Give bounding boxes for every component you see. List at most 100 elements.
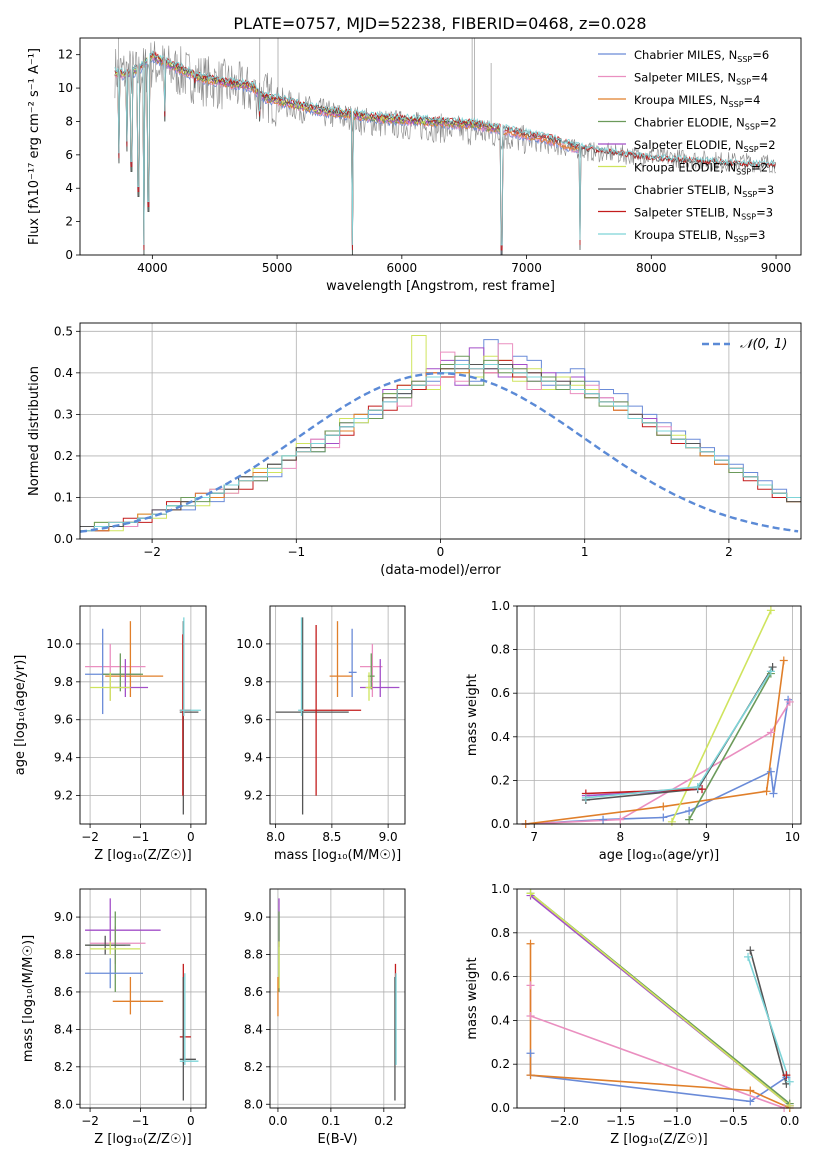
x-tick-label: 8.5 <box>322 830 341 844</box>
age_vs_mass-xlabel: mass [log₁₀(M/M☉)] <box>274 848 401 863</box>
weight-line <box>747 956 791 1082</box>
spectrum-frame <box>79 37 802 256</box>
mass_vs_EBV-plot <box>277 898 397 1101</box>
legend-entry: Chabrier ELODIE, NSSP=2 <box>634 116 777 132</box>
weight-marker <box>526 889 535 898</box>
y-tick-label: 6 <box>65 148 73 162</box>
weight-line <box>525 701 791 824</box>
y-tick-label: 10.0 <box>46 637 73 651</box>
y-tick-label: 0.4 <box>54 366 73 380</box>
residuals-xlabel: (data-model)/error <box>380 563 501 578</box>
age_vs_Z-plot <box>85 617 201 815</box>
x-tick-label: 0 <box>187 830 195 844</box>
legend-suffix: =2 <box>759 138 776 152</box>
weight-marker <box>746 1097 755 1106</box>
y-tick-label: 9.6 <box>54 713 73 727</box>
legend-suffix: =4 <box>744 93 761 107</box>
x-tick-label: 10 <box>785 830 800 844</box>
age_vs_Z-xlabel: Z [log₁₀(Z/Z☉)] <box>94 848 191 863</box>
normal-curve <box>80 372 799 533</box>
legend-suffix: =3 <box>757 183 774 197</box>
age_vs_mass-plot <box>275 617 400 815</box>
y-tick-label: 0.4 <box>491 1013 510 1027</box>
weight-line <box>529 892 791 1107</box>
weight-marker <box>746 946 755 955</box>
legend-entry: Chabrier STELIB, NSSP=3 <box>634 183 774 199</box>
y-tick-label: 8.4 <box>244 1022 263 1036</box>
y-tick-label: 0.8 <box>491 643 510 657</box>
y-tick-label: 2 <box>65 215 73 229</box>
y-tick-label: 8.2 <box>54 1060 73 1074</box>
weight-line <box>671 610 772 823</box>
y-tick-label: 8.0 <box>244 1097 263 1111</box>
y-tick-label: 8.2 <box>244 1060 263 1074</box>
y-tick-label: 4 <box>65 181 73 195</box>
legend-suffix: =2 <box>751 161 768 175</box>
weight-marker <box>659 813 668 822</box>
y-tick-label: 10.0 <box>236 637 263 651</box>
weight-marker <box>698 785 707 794</box>
x-tick-label: −2.0 <box>550 1114 579 1128</box>
weight-marker <box>779 656 788 665</box>
y-tick-label: 9.2 <box>54 789 73 803</box>
y-tick-label: 9.4 <box>54 751 73 765</box>
mass_vs_EBV-frame <box>269 888 406 1109</box>
weight-marker <box>782 1071 791 1080</box>
legend-subscript: SSP <box>745 123 760 132</box>
y-tick-label: 9.0 <box>244 910 263 924</box>
weight-marker <box>785 697 794 706</box>
weight-marker <box>526 1049 535 1058</box>
x-tick-label: 0.1 <box>321 1114 340 1128</box>
legend-entry: Kroupa STELIB, NSSP=3 <box>634 228 765 244</box>
legend-subscript: SSP <box>744 145 759 154</box>
weight-marker <box>526 939 535 948</box>
weight_vs_Z-ylabel: mass weight <box>465 957 480 1039</box>
legend-entry: Chabrier MILES, NSSP=6 <box>634 48 769 64</box>
weight-marker <box>667 817 676 826</box>
y-tick-label: 9.0 <box>54 910 73 924</box>
legend-suffix: =6 <box>752 48 769 62</box>
weight-marker <box>659 802 668 811</box>
spectrum-model-line <box>114 52 776 255</box>
residuals-plot <box>80 335 801 539</box>
legend-normal-label: 𝒩(0, 1) <box>740 337 787 352</box>
residuals-ylabel: Normed distribution <box>27 366 42 496</box>
age_vs_Z-axes: −2 −1 0 9.2 9.4 9.6 9.8 10.0 <box>46 606 206 844</box>
y-tick-label: 0.3 <box>54 407 73 421</box>
legend-subscript: SSP <box>742 190 757 199</box>
spectrum-observed-line <box>114 38 776 174</box>
y-tick-label: 9.2 <box>244 789 263 803</box>
legend-suffix: =3 <box>756 206 773 220</box>
y-tick-label: 8.6 <box>244 985 263 999</box>
legend-entry: Kroupa ELODIE, NSSP=2 <box>634 161 768 177</box>
mass_vs_Z-plot <box>85 898 199 1101</box>
weight-marker <box>599 815 608 824</box>
x-tick-label: −1 <box>132 830 150 844</box>
legend-subscript: SSP <box>736 168 751 177</box>
x-tick-label: 8000 <box>636 261 667 275</box>
spectrum-ylabel: Flux [fλ10⁻¹⁷ erg cm⁻² s⁻¹ A⁻¹] <box>27 48 42 245</box>
weight-marker <box>785 1101 794 1110</box>
y-tick-label: 0.5 <box>54 324 73 338</box>
weight_vs_Z-frame <box>516 888 802 1109</box>
y-tick-label: 0.4 <box>491 730 510 744</box>
x-tick-label: 0.2 <box>374 1114 393 1128</box>
x-tick-label: 0.0 <box>780 1114 799 1128</box>
legend-entry: Salpeter ELODIE, NSSP=2 <box>634 138 776 154</box>
weight-marker <box>526 1071 535 1080</box>
mass_vs_EBV-xlabel: E(B-V) <box>317 1132 357 1147</box>
weight-marker <box>746 1086 755 1095</box>
y-tick-label: 12 <box>58 48 73 62</box>
weight-line <box>585 788 703 795</box>
legend-entry: Salpeter STELIB, NSSP=3 <box>634 206 773 222</box>
y-tick-label: 0.2 <box>491 773 510 787</box>
weight-marker <box>526 981 535 990</box>
x-tick-label: 4000 <box>137 261 168 275</box>
legend-subscript: SSP <box>736 78 751 87</box>
y-tick-label: 8.4 <box>54 1022 73 1036</box>
mass_vs_Z-ylabel: mass [log₁₀(M/M☉)] <box>21 935 36 1062</box>
y-tick-label: 9.8 <box>244 675 263 689</box>
y-tick-label: 0.2 <box>54 449 73 463</box>
weight-marker <box>616 815 625 824</box>
